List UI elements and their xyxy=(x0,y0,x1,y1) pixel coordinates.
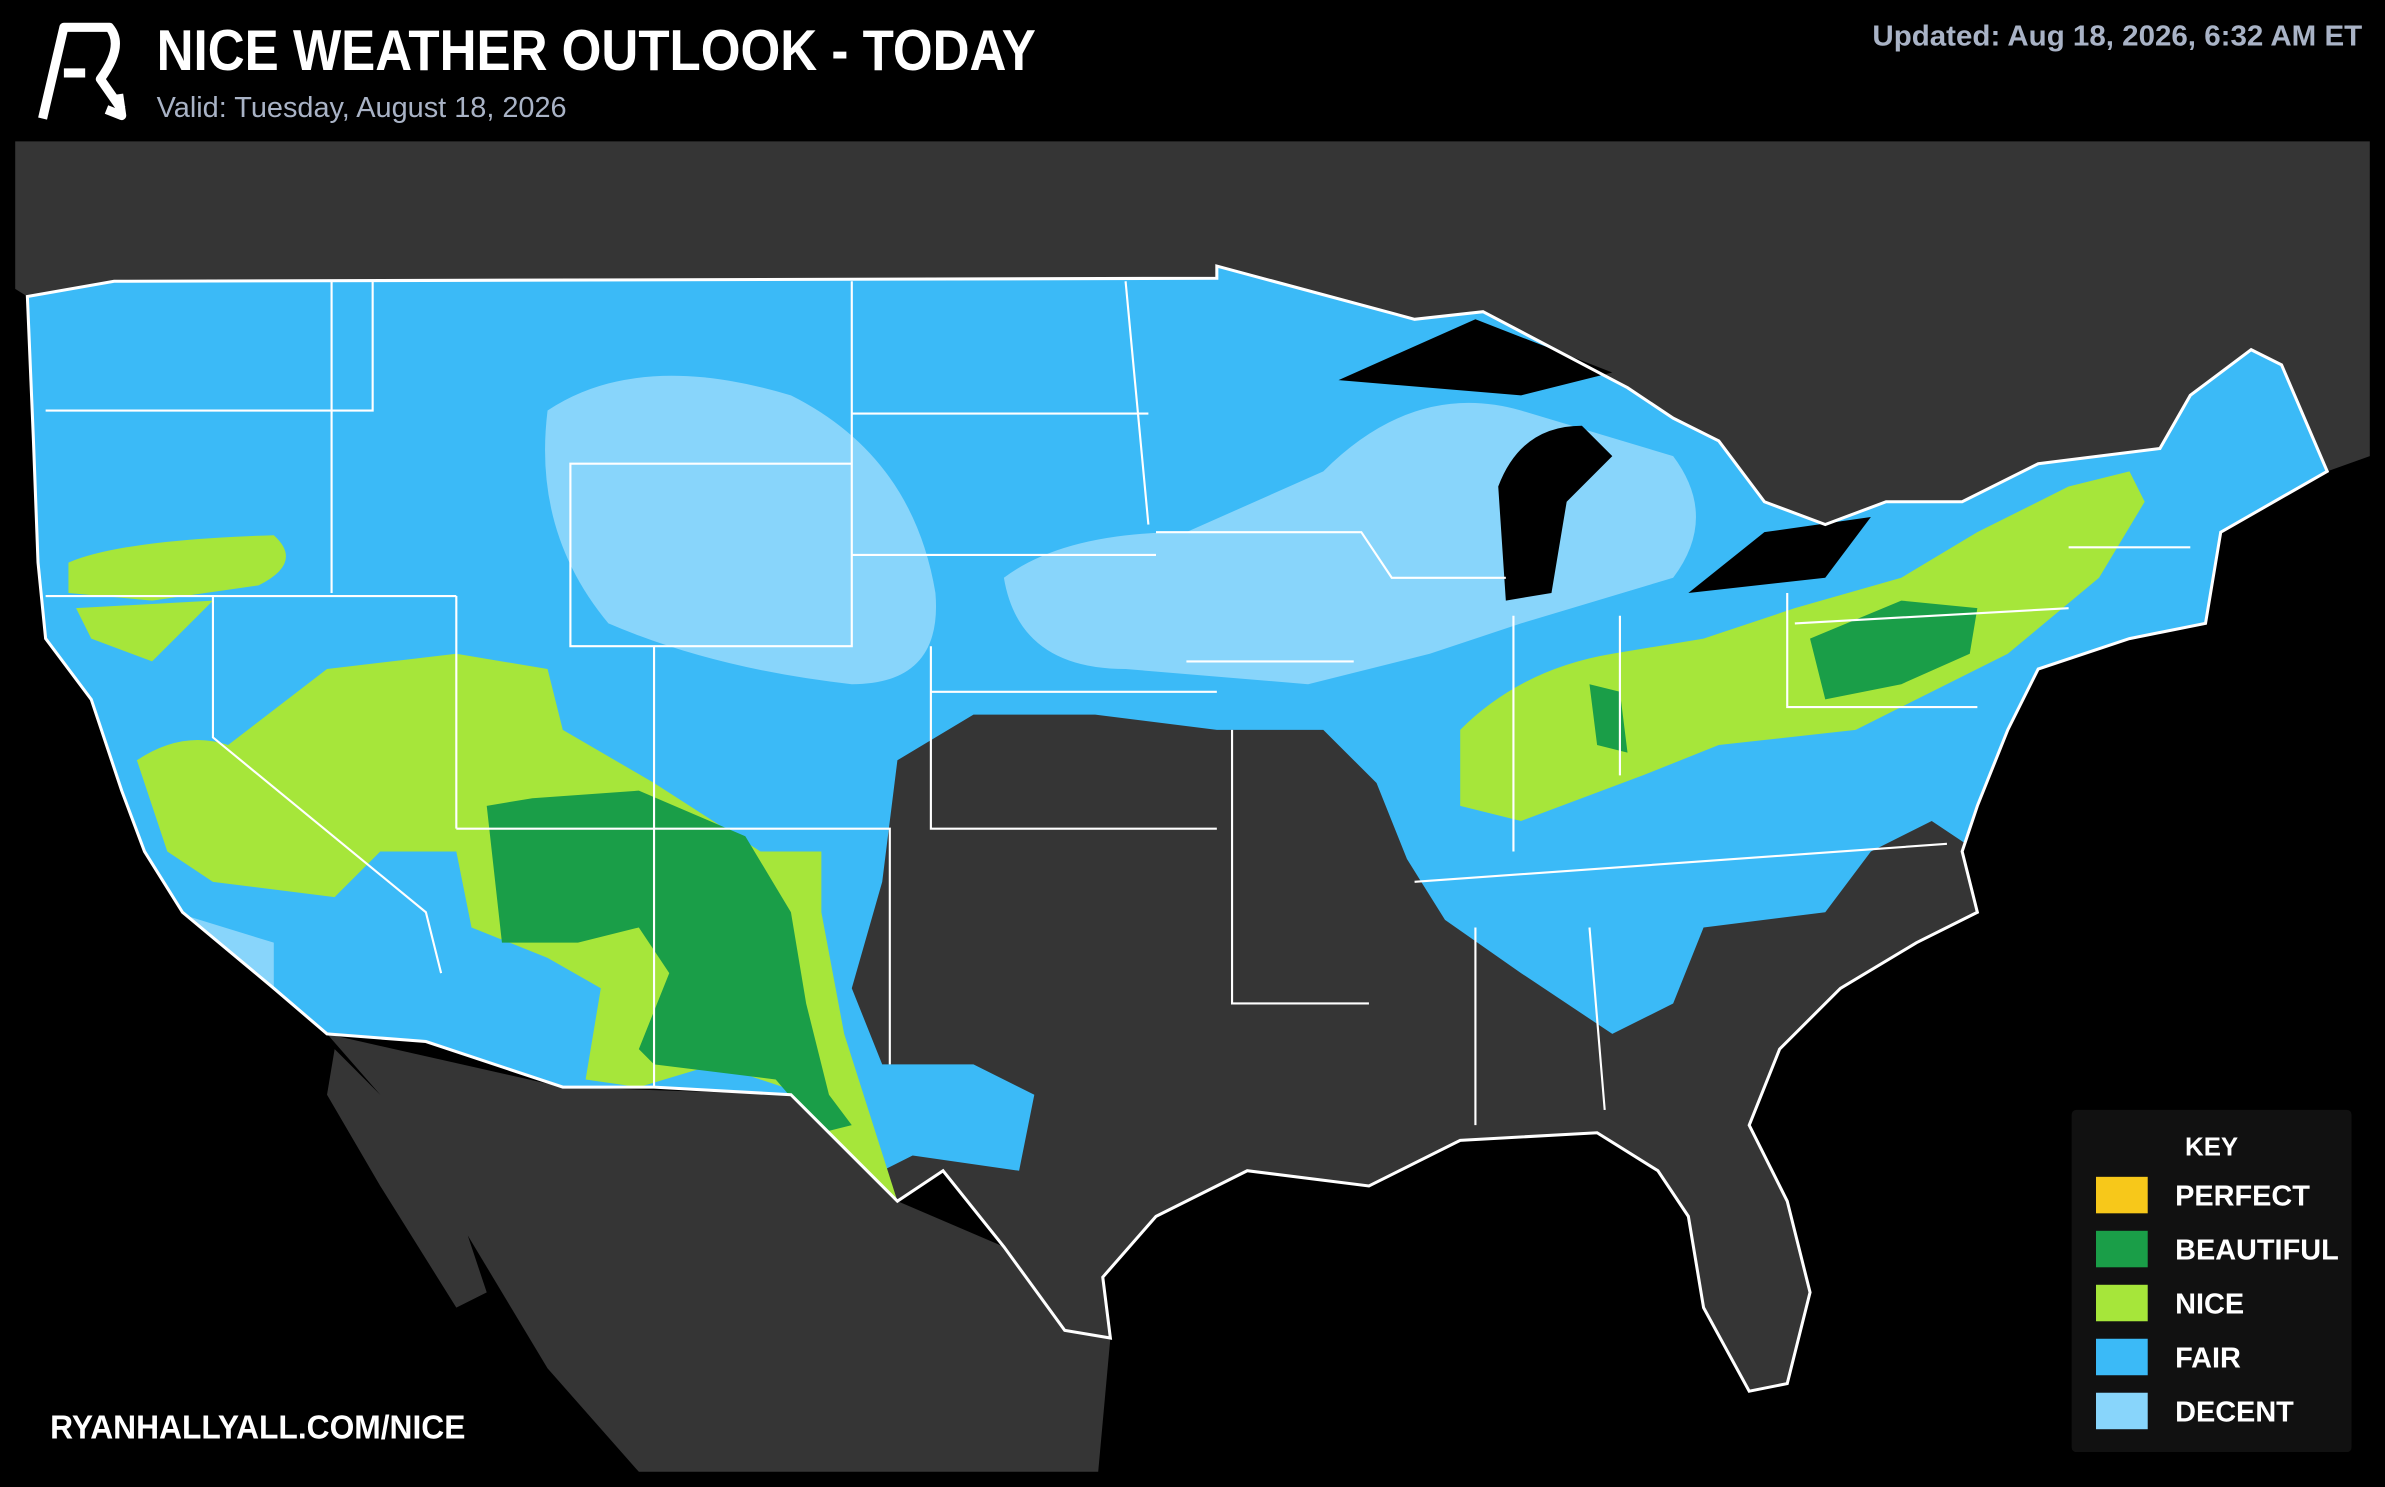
nice-region xyxy=(68,535,286,662)
us-outline xyxy=(25,264,2330,1393)
legend-label: FAIR xyxy=(2175,1343,2241,1375)
legend-swatch xyxy=(2096,1284,2148,1322)
logo xyxy=(38,22,127,121)
nice-region xyxy=(1460,471,2145,822)
title: NICE WEATHER OUTLOOK - TODAY xyxy=(157,19,1036,83)
beautiful-region xyxy=(486,790,852,1133)
subtitle: Valid: Tuesday, August 18, 2026 xyxy=(157,92,567,124)
legend-swatch xyxy=(2096,1338,2148,1376)
legend-swatch xyxy=(2096,1392,2148,1430)
footer-url[interactable]: RYANHALLYALL.COM/NICE xyxy=(50,1409,465,1446)
legend-label: PERFECT xyxy=(2175,1181,2310,1213)
state-borders xyxy=(45,281,2191,1126)
great-lakes xyxy=(1338,319,1871,601)
canada-land xyxy=(15,141,2370,525)
mexico-land xyxy=(327,1033,1111,1472)
legend-label: NICE xyxy=(2175,1289,2244,1321)
legend-label: DECENT xyxy=(2175,1397,2294,1429)
legend-swatch xyxy=(2096,1176,2148,1214)
legend-swatch xyxy=(2096,1230,2148,1268)
decent-region xyxy=(545,375,937,685)
legend: KEY PERFECT BEAUTIFUL NICE FAIR DECENT xyxy=(2071,1109,2352,1453)
beautiful-region xyxy=(1589,600,1978,753)
legend-title: KEY xyxy=(2185,1134,2238,1162)
legend-label: BEAUTIFUL xyxy=(2175,1235,2339,1267)
updated-time: Updated: Aug 18, 2026, 6:32 AM ET xyxy=(1872,21,2362,53)
